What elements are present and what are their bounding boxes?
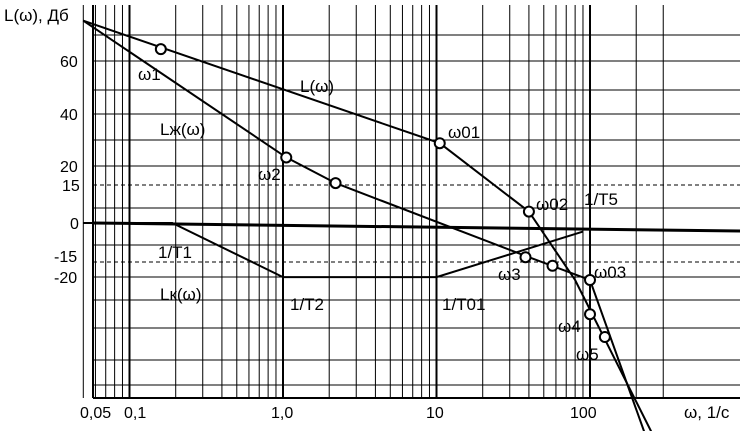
marker-point-4 <box>329 177 342 190</box>
x-tick-100: 100 <box>570 405 597 422</box>
horizontal-grid <box>93 34 740 386</box>
marker-point-8 <box>584 308 596 321</box>
label-1-T01: 1/T01 <box>442 295 485 314</box>
zero-db-line <box>92 221 741 233</box>
x-axis-label: ω, 1/с <box>684 403 730 422</box>
marker-label-w5: ω5 <box>576 345 599 364</box>
marker-label-w2: ω2 <box>258 165 281 184</box>
y-tick-15: 15 <box>62 178 80 195</box>
marker-point-0 <box>154 43 167 56</box>
marker-label-w1: ω1 <box>138 65 161 84</box>
series-line-1 <box>82 19 646 431</box>
x-tick-0-05: 0,05 <box>80 405 111 422</box>
label-1-T2: 1/T2 <box>290 295 324 314</box>
marker-point-3 <box>522 205 535 218</box>
marker-point-7 <box>584 274 596 286</box>
series-line-2 <box>83 222 584 279</box>
curve-label-Lzh: Lж(ω) <box>160 120 205 139</box>
marker-point-6 <box>546 259 559 272</box>
marker-label-w3: ω3 <box>498 265 521 284</box>
y-tick-minus15: -15 <box>54 249 77 266</box>
label-1-T5: 1/T5 <box>584 190 618 209</box>
curve-label-L: L(ω) <box>300 77 334 96</box>
marker-point-2 <box>433 137 446 150</box>
marker-label-w4: ω4 <box>558 317 581 336</box>
marker-point-9 <box>598 331 611 343</box>
marker-point-1 <box>280 151 293 164</box>
label-1-T1: 1/T1 <box>158 243 192 262</box>
grid <box>82 5 664 398</box>
y-tick-20: 20 <box>60 159 78 176</box>
curve-label-Lk: Lк(ω) <box>160 285 202 304</box>
marker-label-w01: ω01 <box>448 123 480 142</box>
x-tick-10: 10 <box>426 405 444 422</box>
marker-label-w02: ω02 <box>536 195 568 214</box>
x-tick-1-0: 1,0 <box>271 405 293 422</box>
marker-point-5 <box>519 251 532 264</box>
marker-label-w03: ω03 <box>594 263 626 282</box>
y-axis-label: L(ω), Дб <box>4 6 69 25</box>
y-tick-60: 60 <box>60 54 78 71</box>
y-tick-minus20: -20 <box>54 270 77 287</box>
y-tick-0: 0 <box>70 216 79 233</box>
x-tick-0-1: 0,1 <box>124 405 146 422</box>
y-tick-40: 40 <box>60 107 78 124</box>
markers <box>154 43 611 343</box>
